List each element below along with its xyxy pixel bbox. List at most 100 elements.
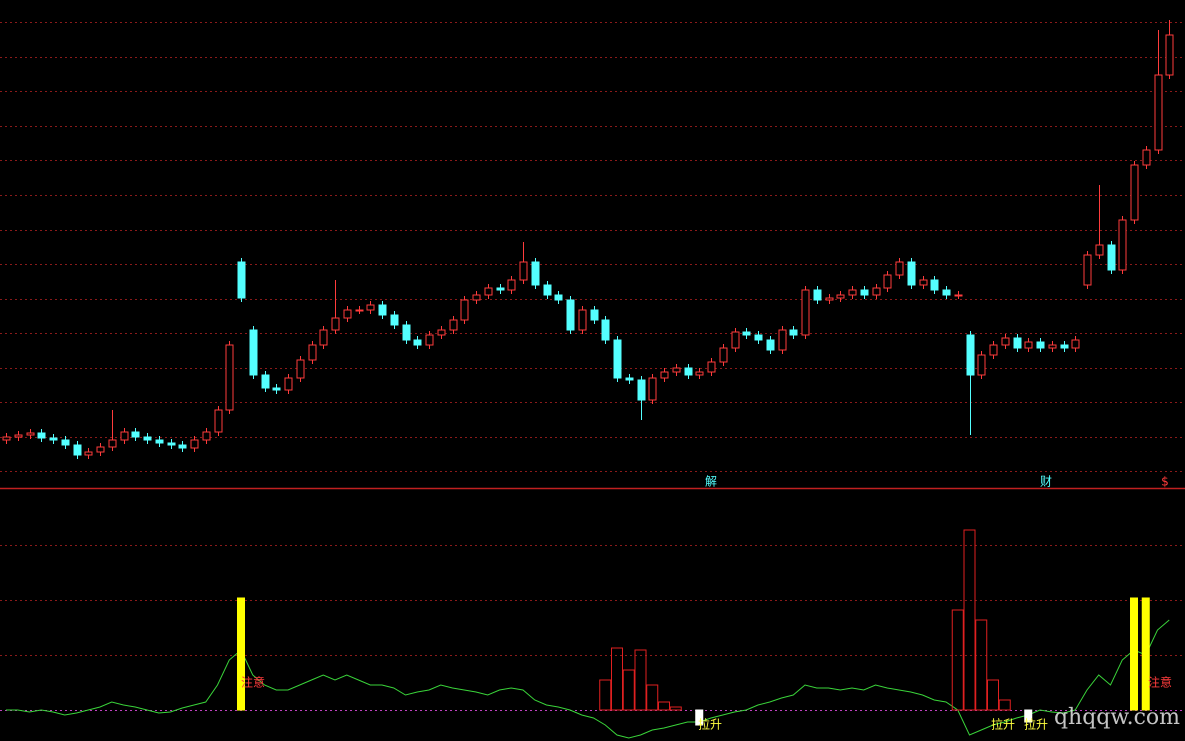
candle-body [73, 444, 82, 456]
candle-body [437, 329, 446, 336]
candle-body [378, 304, 387, 316]
candle-body [766, 339, 775, 351]
candle-body [813, 289, 822, 301]
candle-body [484, 287, 493, 296]
candle-body [637, 379, 646, 401]
candle-body [108, 439, 117, 448]
indicator-bar [611, 647, 623, 711]
indicator-bar [1141, 597, 1150, 711]
candle-body [237, 261, 246, 299]
candle-body [37, 432, 46, 439]
candle-body [343, 309, 352, 319]
candle-body [1083, 254, 1092, 286]
indicator-bar [1024, 709, 1033, 723]
candle-body [942, 289, 951, 296]
candle-body [131, 431, 140, 438]
candle-body [1130, 164, 1139, 221]
candle-body [895, 261, 904, 276]
annotation: $ [1161, 475, 1169, 489]
candle-body [390, 314, 399, 326]
candle-body [449, 319, 458, 331]
annotation: 财 [1040, 475, 1052, 489]
candle-body [684, 367, 693, 376]
candle-body [719, 347, 728, 363]
candle-body [249, 329, 258, 376]
candle-body [331, 317, 340, 331]
candle-body [519, 261, 528, 281]
candle-body [836, 294, 845, 299]
candle-body [590, 309, 599, 321]
candle-body [190, 439, 199, 449]
candle-body [531, 261, 540, 286]
candle-body [202, 431, 211, 441]
candle-body [1071, 339, 1080, 349]
annotation: 注意 [1148, 675, 1172, 690]
indicator-bar [998, 699, 1011, 711]
candle-body [754, 334, 763, 341]
annotation: 解 [705, 475, 717, 489]
annotation: 拉升 [698, 717, 722, 732]
candle-body [319, 329, 328, 346]
candle-body [1036, 341, 1045, 349]
candle-body [1142, 149, 1151, 166]
candle-body [695, 371, 704, 376]
candle-body [355, 309, 364, 312]
candle-body [954, 294, 963, 297]
candle-body [26, 432, 35, 436]
indicator-bar [987, 679, 999, 711]
candle-body [707, 361, 716, 373]
watermark: qhqqw.com [1054, 705, 1180, 730]
candle-body [1165, 34, 1174, 76]
candle-body [14, 434, 23, 438]
candle-body [731, 331, 740, 349]
candle-body [672, 367, 681, 373]
candle-body [660, 371, 669, 379]
candle-body [413, 339, 422, 346]
candle-body [578, 309, 587, 331]
candle-body [566, 299, 575, 331]
candle-body [496, 287, 505, 291]
indicator-bar [646, 684, 659, 711]
indicator-bar [951, 609, 964, 711]
candle-body [308, 344, 317, 361]
candle-body [1095, 244, 1104, 256]
annotation: 拉升 [991, 717, 1015, 732]
candle-body [930, 279, 939, 291]
candle-body [61, 439, 70, 446]
indicator-bar [634, 649, 647, 711]
candle-body [883, 274, 892, 289]
candle-body [284, 377, 293, 391]
indicator-bar [695, 709, 704, 726]
annotation: 注意 [241, 675, 265, 690]
indicator-bar [658, 701, 670, 711]
candle-body [778, 329, 787, 351]
indicator-line [6, 619, 1170, 739]
candle-body [860, 289, 869, 296]
indicator-bar [237, 597, 245, 711]
annotation: 拉升 [1024, 717, 1048, 732]
candle-body [1001, 337, 1010, 346]
candle-body [1013, 337, 1022, 349]
candle-body [625, 377, 634, 381]
candle-body [366, 304, 375, 311]
candle-body [907, 261, 916, 286]
candle-body [507, 279, 516, 291]
candle-body [2, 436, 11, 441]
candle-body [49, 437, 58, 441]
candle-body [167, 442, 176, 446]
candle-body [977, 354, 986, 376]
candle-body [919, 279, 928, 286]
candle-body [613, 339, 622, 379]
candle-body [214, 409, 223, 433]
indicator-bar [599, 679, 612, 711]
candle-body [789, 329, 798, 336]
candle-body [1048, 344, 1057, 349]
candle-body [742, 331, 751, 336]
candle-body [96, 446, 105, 453]
candle-body [261, 374, 270, 389]
candle-body [848, 289, 857, 296]
candle-body [143, 436, 152, 441]
candle-body [402, 324, 411, 341]
